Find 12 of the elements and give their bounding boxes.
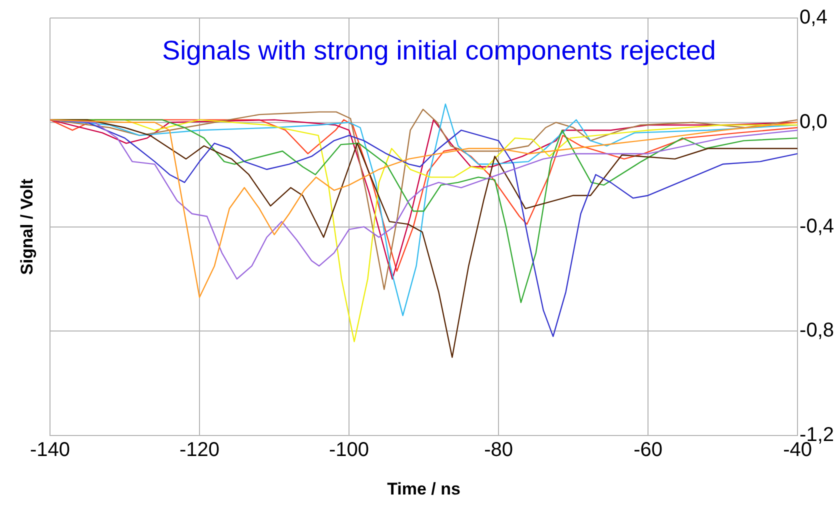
y-tick-label: 0,4 [800,6,828,29]
x-axis-title: Time / ns [387,479,460,498]
x-tick-label: -140 [30,439,70,462]
x-tick-label: -120 [179,439,220,462]
x-tick-label: -60 [634,439,662,462]
y-axis-title: Signal / Volt [18,178,37,275]
x-tick-label: -80 [484,439,513,462]
text: Signals with strong initial components rejected [162,35,716,66]
x-tick-label: -100 [329,439,370,462]
y-tick-label: 0,0 [800,110,828,133]
y-tick-label: -0,8 [800,320,834,342]
y-tick-label: -0,4 [800,215,834,238]
